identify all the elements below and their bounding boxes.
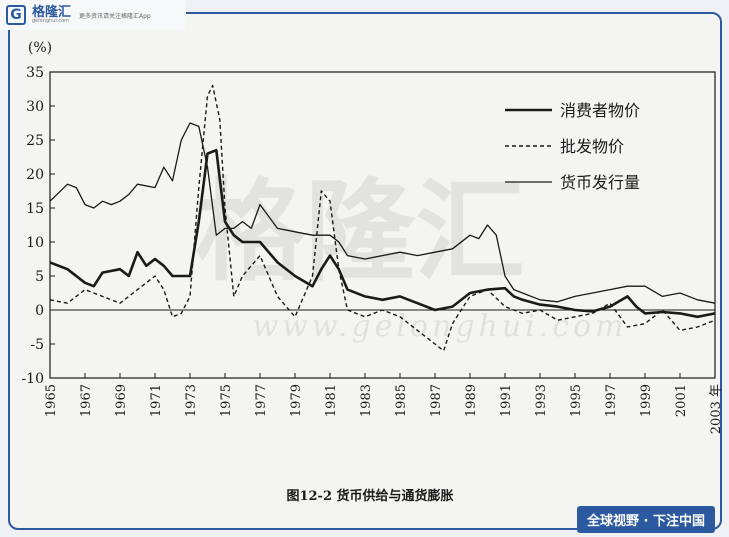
brand-tagline: 更多资讯请关注格隆汇App: [79, 12, 151, 20]
x-tick-label: 1971: [149, 384, 164, 417]
y-tick-label: 5: [35, 269, 44, 285]
y-tick-label: 35: [26, 65, 44, 81]
x-tick-label: 1969: [114, 384, 129, 417]
x-tick-label: 1985: [394, 384, 409, 417]
x-tick-label: 1983: [359, 384, 374, 417]
chart-frame: [8, 12, 722, 530]
legend-label-1: 批发物价: [560, 137, 624, 156]
x-tick-label: 1973: [184, 384, 199, 417]
x-tick-label: 1997: [604, 384, 619, 417]
y-tick-label: 15: [26, 201, 44, 217]
series-line-2: [49, 122, 716, 304]
x-tick-label: 2001: [674, 384, 689, 417]
x-tick-label: 1979: [289, 384, 304, 417]
y-tick-label: -5: [30, 337, 44, 353]
y-tick-label: 20: [26, 167, 44, 183]
y-tick-label: 30: [26, 99, 44, 115]
watermark: 格隆汇 www.gelonghui.com: [195, 167, 627, 344]
x-tick-label: 1999: [639, 384, 654, 417]
legend-label-2: 货币发行量: [560, 173, 640, 192]
brand-name: 格隆汇: [32, 5, 72, 20]
brand-logo-icon: G: [6, 5, 26, 25]
x-tick-label: 1991: [499, 384, 514, 417]
y-axis-label: (%): [28, 40, 52, 56]
x-tick-label: 1975: [219, 384, 234, 417]
chart-title: 图12-2 货币供给与通货膨胀: [286, 488, 453, 504]
x-tick-label: 1981: [324, 384, 339, 417]
watermark-text: 格隆汇: [195, 167, 525, 296]
series-layer: [49, 84, 716, 352]
axes: -10 -5 0 5 10 15 20 25 30 35 1965 1967 1969 1971 1973 1…: [21, 65, 724, 434]
y-tick-label: -10: [21, 371, 44, 387]
x-tick-label: 1987: [429, 384, 444, 417]
y-tick-label: 10: [26, 235, 44, 251]
watermark-url: www.gelonghui.com: [252, 309, 627, 344]
x-tick-label: 1989: [464, 384, 479, 417]
x-tick-label: 1977: [254, 384, 269, 417]
x-tick-label: 2003 年: [709, 384, 724, 434]
y-tick-label: 0: [35, 303, 44, 319]
x-tick-label: 1995: [569, 384, 584, 417]
x-tick-label: 1993: [534, 384, 549, 417]
x-tick-label: 1967: [79, 384, 94, 417]
y-tick-label: 25: [26, 133, 44, 149]
x-tick-label: 1965: [44, 384, 59, 417]
footer-slogan: 全球视野 · 下注中国: [577, 506, 715, 533]
brand-header: G 格隆汇 gelonghui.com 更多资讯请关注格隆汇App: [0, 0, 186, 30]
brand-url: gelonghui.com: [32, 18, 70, 24]
plot-area: [49, 71, 716, 379]
series-line-0: [49, 148, 716, 319]
series-line-1: [49, 84, 716, 352]
legend-label-0: 消费者物价: [560, 101, 640, 120]
